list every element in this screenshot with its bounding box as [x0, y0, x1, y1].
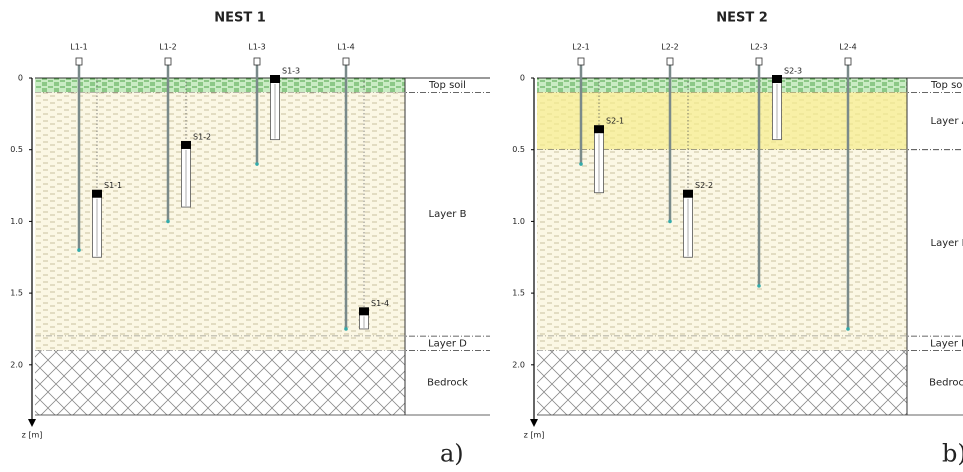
lysimeter-label: L2-1 [572, 43, 590, 52]
lysimeter-head [342, 57, 350, 66]
axis-arrow [530, 419, 538, 427]
layer-label: Top soil [428, 80, 466, 91]
lysimeter-label: L1-1 [70, 43, 88, 52]
sampler-cap [270, 75, 280, 83]
lysimeter-head [577, 57, 585, 66]
tick-label: 0.5 [10, 145, 23, 154]
layer-label: Layer D [930, 338, 963, 349]
layer-label: Bedrock [929, 378, 963, 389]
axis-label: z [m] [22, 431, 43, 440]
lysimeter-label: L2-4 [839, 43, 857, 52]
layer [537, 78, 907, 93]
lysimeter-label: L1-2 [159, 43, 177, 52]
layer-label: Top soil [930, 80, 963, 91]
lysimeter-tip [579, 162, 583, 166]
panel-title: NEST 1 [214, 11, 266, 26]
sampler-cap [772, 75, 782, 83]
tick-label: 0 [18, 74, 23, 83]
layer [35, 78, 405, 93]
sampler-cap [594, 125, 604, 134]
tick-label: 2.0 [512, 360, 525, 369]
tick-label: 2.0 [10, 360, 23, 369]
lysimeter-head [253, 57, 261, 66]
sampler-label: S2-2 [695, 181, 713, 190]
sampler-cap [92, 189, 102, 198]
lysimeter-head [844, 57, 852, 66]
layer [35, 92, 405, 337]
lysimeter-tip [668, 219, 672, 224]
layer-label: Layer D [428, 338, 467, 349]
sampler-label: S1-2 [193, 132, 211, 141]
tick-label: 1.0 [10, 217, 23, 226]
tick-label: 1.0 [512, 217, 525, 226]
lysimeter-label: L2-3 [750, 43, 768, 52]
lysimeter-label: L1-4 [337, 43, 355, 52]
lysimeter-tip [166, 219, 170, 224]
lysimeter-tip [255, 162, 259, 166]
layer [35, 336, 405, 351]
lysimeter-head [755, 57, 763, 66]
tick-label: 1.5 [10, 289, 23, 298]
panel-caption: a) [440, 440, 464, 468]
panel-caption: b) [942, 440, 963, 468]
sampler-cap [359, 307, 369, 316]
sampler-label: S1-1 [104, 181, 122, 190]
lysimeter-label: L1-3 [248, 43, 266, 52]
lysimeter-head [164, 57, 172, 66]
layer [537, 149, 907, 337]
axis-arrow [28, 419, 36, 427]
sampler-label: S2-1 [606, 117, 624, 126]
tick-label: 0 [520, 74, 525, 83]
sampler-label: S1-3 [282, 67, 300, 76]
sampler-cap [181, 140, 191, 149]
layer-label: Layer B [429, 209, 467, 220]
layer-label: Layer A [931, 116, 963, 127]
lysimeter-tip [344, 327, 348, 331]
layer [537, 350, 907, 415]
axis-label: z [m] [524, 431, 545, 440]
layer-label: Bedrock [427, 378, 468, 389]
layer [35, 350, 405, 415]
tick-label: 1.5 [512, 289, 525, 298]
lysimeter-head [666, 57, 674, 66]
lysimeter-tip [846, 327, 850, 331]
layer [537, 92, 907, 150]
lysimeter-tip [77, 248, 81, 252]
sampler-label: S1-4 [371, 299, 389, 308]
tick-label: 0.5 [512, 145, 525, 154]
sampler-cap [683, 189, 693, 198]
lysimeter-tip [757, 284, 761, 288]
layer-label: Layer B [931, 238, 963, 249]
panel-title: NEST 2 [716, 11, 768, 26]
lysimeter-label: L2-2 [661, 43, 679, 52]
layer [537, 336, 907, 351]
sampler-label: S2-3 [784, 67, 802, 76]
lysimeter-head [75, 57, 83, 66]
